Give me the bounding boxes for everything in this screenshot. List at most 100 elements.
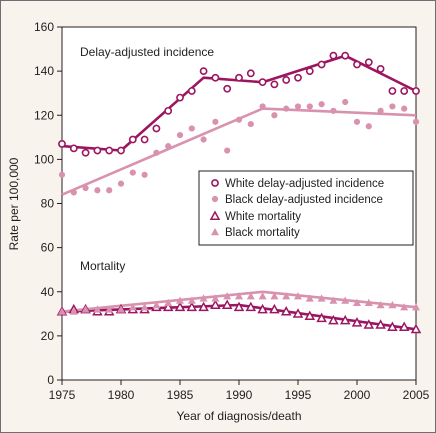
point-white-mortality-2005 (410, 323, 422, 334)
point-black-mortality-1998 (329, 296, 338, 304)
x-axis-title: Year of diagnosis/death (177, 409, 302, 423)
point-white-delay-adjusted-incidence-1975 (58, 140, 66, 148)
point-white-mortality-2003 (387, 321, 398, 331)
x-tick-label-1980: 1980 (108, 388, 135, 402)
point-black-mortality-1980 (117, 305, 125, 313)
point-white-delay-adjusted-incidence-1978 (93, 146, 102, 155)
point-black-delay-adjusted-incidence-1985 (176, 132, 184, 139)
annotation-incidence: Delay-adjusted incidence (80, 45, 214, 59)
point-black-mortality-2003 (388, 300, 397, 309)
point-black-delay-adjusted-incidence-1983 (153, 149, 160, 156)
y-tick-label-20: 20 (41, 329, 55, 343)
point-black-delay-adjusted-incidence-1981 (129, 169, 136, 176)
point-black-mortality-1985 (176, 296, 184, 304)
point-black-delay-adjusted-incidence-1993 (271, 112, 278, 119)
point-black-delay-adjusted-incidence-1978 (94, 187, 101, 194)
point-black-delay-adjusted-incidence-1984 (165, 143, 172, 150)
point-black-delay-adjusted-incidence-1999 (342, 98, 349, 106)
point-black-mortality-1978 (93, 305, 102, 313)
legend-label-black-incidence: Black delay-adjusted incidence (225, 194, 383, 206)
point-black-delay-adjusted-incidence-1980 (117, 180, 125, 187)
legend-marker-black-mortality (211, 228, 219, 236)
point-white-delay-adjusted-incidence-1988 (211, 73, 220, 82)
legend-marker-white-mortality (209, 210, 221, 220)
point-white-delay-adjusted-incidence-1977 (81, 148, 90, 157)
y-tick-label-120: 120 (34, 108, 54, 122)
point-white-delay-adjusted-incidence-1994 (282, 76, 291, 84)
point-white-delay-adjusted-incidence-2001 (364, 58, 373, 67)
point-white-delay-adjusted-incidence-1999 (341, 51, 350, 60)
point-white-mortality-1998 (328, 314, 339, 325)
x-tick-label-1975: 1975 (49, 388, 76, 402)
point-white-mortality-1991 (245, 301, 257, 312)
point-black-delay-adjusted-incidence-1995 (294, 103, 302, 110)
point-white-mortality-1994 (280, 306, 292, 316)
point-white-delay-adjusted-incidence-1992 (258, 78, 267, 87)
y-tick-label-80: 80 (41, 197, 55, 211)
x-tick-label-2005: 2005 (403, 388, 430, 402)
point-white-delay-adjusted-incidence-1997 (317, 60, 326, 69)
legend-marker-white-delay-adjusted-incidence (211, 179, 219, 187)
point-black-mortality-1990 (235, 292, 243, 300)
point-white-mortality-2004 (398, 321, 410, 331)
point-white-delay-adjusted-incidence-1993 (270, 80, 279, 89)
point-white-mortality-1995 (292, 308, 304, 318)
point-black-mortality-1988 (211, 294, 220, 302)
point-white-delay-adjusted-incidence-2004 (400, 87, 409, 95)
point-white-delay-adjusted-incidence-1991 (246, 69, 255, 78)
point-white-mortality-2002 (375, 319, 386, 329)
point-black-delay-adjusted-incidence-1998 (330, 107, 337, 114)
point-white-delay-adjusted-incidence-1986 (187, 87, 196, 95)
x-tick-label-2000: 2000 (344, 388, 371, 402)
legend-label-black-mortality: Black mortality (225, 227, 300, 239)
point-black-delay-adjusted-incidence-2001 (365, 123, 372, 130)
y-tick-label-140: 140 (34, 64, 54, 78)
point-white-mortality-1988 (210, 299, 221, 309)
point-white-delay-adjusted-incidence-2003 (388, 87, 397, 95)
point-white-delay-adjusted-incidence-1976 (69, 144, 78, 153)
legend-label-white-incidence: White delay-adjusted incidence (225, 178, 384, 190)
point-black-delay-adjusted-incidence-1979 (106, 187, 113, 194)
point-black-delay-adjusted-incidence-2000 (353, 118, 361, 125)
y-tick-label-100: 100 (34, 152, 54, 166)
point-white-delay-adjusted-incidence-2002 (376, 65, 385, 73)
point-black-mortality-1984 (164, 298, 173, 306)
legend-box (198, 170, 414, 246)
point-black-mortality-1976 (69, 307, 78, 315)
point-black-delay-adjusted-incidence-1996 (306, 103, 313, 110)
point-white-delay-adjusted-incidence-1979 (105, 146, 114, 155)
point-black-mortality-1986 (187, 296, 196, 304)
point-white-mortality-1999 (339, 314, 351, 325)
point-white-delay-adjusted-incidence-1998 (329, 51, 338, 60)
point-black-delay-adjusted-incidence-1994 (283, 105, 290, 112)
point-black-delay-adjusted-incidence-2005 (412, 118, 420, 125)
point-black-delay-adjusted-incidence-1997 (318, 101, 325, 108)
point-black-mortality-2000 (353, 298, 361, 306)
point-white-delay-adjusted-incidence-1995 (294, 73, 302, 82)
point-black-mortality-1977 (81, 305, 90, 313)
point-black-mortality-2002 (376, 300, 385, 309)
point-white-delay-adjusted-incidence-1985 (176, 93, 184, 102)
legend-label-white-mortality: White mortality (225, 211, 301, 223)
point-black-delay-adjusted-incidence-2002 (377, 107, 384, 114)
point-black-delay-adjusted-incidence-1986 (188, 125, 195, 132)
annotation-mortality: Mortality (80, 259, 125, 273)
point-white-delay-adjusted-incidence-1989 (223, 84, 232, 93)
trend-line-black-mortality (61, 290, 417, 313)
axes: 1975 1980 1985 1990 1995 2000 2005 0 20 40 60 80 100… (34, 20, 430, 402)
point-white-mortality-1986 (186, 301, 198, 312)
point-black-mortality-1987 (199, 294, 208, 302)
point-white-delay-adjusted-incidence-2000 (353, 60, 361, 69)
y-tick-label-160: 160 (34, 20, 54, 34)
point-black-mortality-1981 (128, 303, 137, 311)
point-white-mortality-1984 (162, 301, 174, 312)
point-black-mortality-2004 (400, 303, 409, 311)
point-white-delay-adjusted-incidence-1987 (199, 67, 208, 76)
point-black-delay-adjusted-incidence-1976 (70, 189, 77, 196)
point-white-delay-adjusted-incidence-1981 (128, 135, 137, 144)
point-white-delay-adjusted-incidence-2005 (412, 87, 420, 95)
point-black-mortality-1991 (246, 292, 255, 300)
point-white-mortality-2001 (363, 319, 375, 329)
point-white-mortality-1985 (174, 301, 186, 312)
